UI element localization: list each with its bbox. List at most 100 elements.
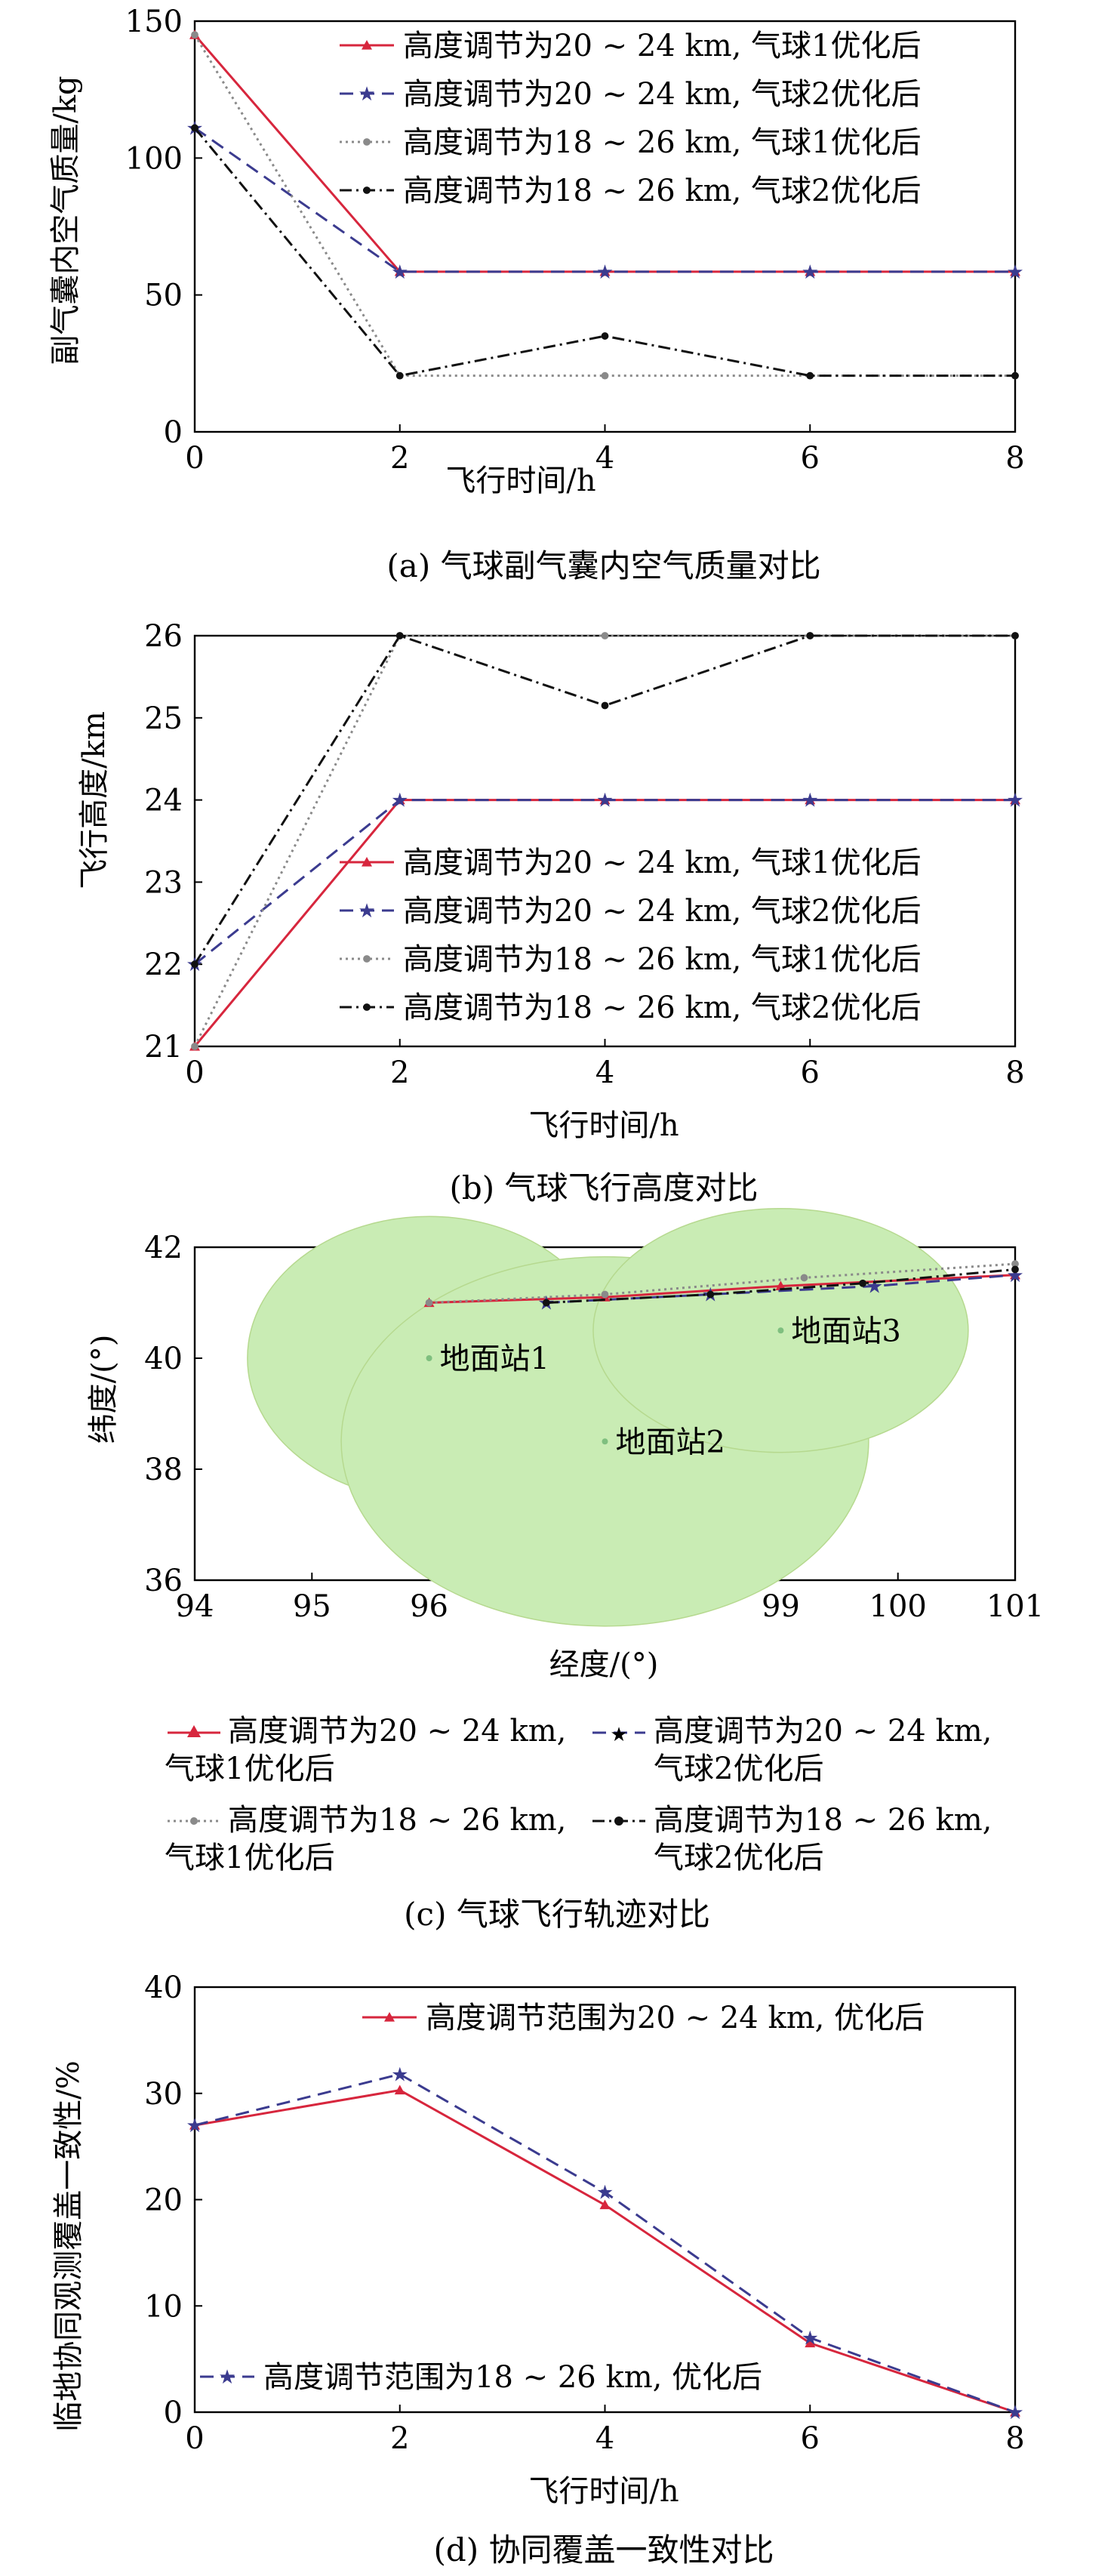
ground-station-3-marker bbox=[777, 1327, 784, 1334]
panel-c-legend-line-2a: 高度调节为20 ~ 24 km, bbox=[654, 1714, 992, 1749]
panel-c-series-4-point bbox=[1011, 1265, 1019, 1274]
panel-d-caption: (d) 协同覆盖一致性对比 bbox=[433, 2531, 774, 2568]
panel-b-caption: (b) 气球飞行高度对比 bbox=[449, 1169, 758, 1206]
panel-a-legend-marker bbox=[363, 186, 371, 194]
panel-c-series-3-point bbox=[1011, 1260, 1019, 1268]
panel-c-y-tick-label: 40 bbox=[144, 1342, 183, 1376]
panel-d-x-tick-label: 0 bbox=[185, 2421, 204, 2456]
panel-c-legend-line-4a: 高度调节为18 ~ 26 km, bbox=[654, 1803, 992, 1838]
panel-a-series-2-point: ★ bbox=[391, 261, 408, 284]
panel-c-x-tick-label: 96 bbox=[410, 1589, 448, 1624]
panel-c-legend-line-3b: 气球1优化后 bbox=[165, 1841, 334, 1875]
panel-a-x-label: 飞行时间/h bbox=[445, 464, 595, 498]
panel-a-x-tick-label: 0 bbox=[185, 441, 204, 476]
panel-a-y-tick-label: 150 bbox=[125, 5, 183, 39]
panel-b-series-4-point bbox=[806, 632, 814, 639]
panel-c-series-3-point bbox=[601, 1290, 609, 1299]
panel-a-legend-label: 高度调节为20 ~ 24 km, 气球1优化后 bbox=[403, 29, 922, 63]
panel-c-legend-item-2: ★ 高度调节为20 ~ 24 km, 气球2优化后 bbox=[592, 1714, 992, 1786]
panel-d-x-label: 飞行时间/h bbox=[528, 2474, 679, 2509]
panel-d-bottom-legend-item-1: ★ 高度调节范围为18 ~ 26 km, 优化后 bbox=[200, 2360, 762, 2395]
panel-d-series-2-point: ★ bbox=[186, 2115, 203, 2137]
panel-d-series-1-point bbox=[394, 2085, 405, 2095]
panel-b-legend-item-1: 高度调节为20 ~ 24 km, 气球1优化后 bbox=[340, 846, 922, 880]
panel-b-legend-marker: ★ bbox=[358, 900, 375, 923]
panel-c-y-tick-label: 42 bbox=[144, 1231, 183, 1265]
panel-d-y-tick-label: 0 bbox=[164, 2396, 183, 2430]
panel-b-legend-marker bbox=[363, 1003, 371, 1011]
panel-b-y-tick-label: 24 bbox=[144, 784, 183, 818]
panel-d-y-tick-label: 40 bbox=[144, 1971, 183, 2005]
panel-b-legend-marker bbox=[362, 857, 372, 867]
panel-c-x-tick-label: 99 bbox=[762, 1589, 800, 1624]
panel-c-series-4-line bbox=[546, 1268, 1016, 1304]
panel-a-series-2-line bbox=[194, 127, 1015, 273]
panel-b-x-label: 飞行时间/h bbox=[528, 1108, 679, 1143]
panel-a-series-4-point bbox=[806, 371, 814, 380]
panel-c-y-tick-label: 38 bbox=[144, 1453, 183, 1487]
panel-c-caption: (c) 气球飞行轨迹对比 bbox=[404, 1896, 710, 1933]
panel-c-series-4-point bbox=[859, 1279, 867, 1287]
panel-b-y-label: 飞行高度/km bbox=[77, 711, 112, 889]
panel-c-legend-line-3a: 高度调节为18 ~ 26 km, bbox=[228, 1803, 566, 1838]
panel-a-series-3-point bbox=[601, 371, 609, 380]
panel-d-top-legend-label: 高度调节范围为20 ~ 24 km, 优化后 bbox=[426, 2001, 925, 2035]
panel-b-x-tick-label: 2 bbox=[390, 1055, 409, 1090]
panel-d-x-tick-label: 4 bbox=[595, 2421, 614, 2456]
panel-a-legend-item-3: 高度调节为18 ~ 26 km, 气球1优化后 bbox=[340, 125, 922, 160]
panel-c-series-2-point: ★ bbox=[866, 1275, 883, 1298]
panel-b-y-tick-label: 25 bbox=[144, 701, 183, 736]
panel-a-legend-item-1: 高度调节为20 ~ 24 km, 气球1优化后 bbox=[340, 29, 922, 63]
panel-c-legend-line-4b: 气球2优化后 bbox=[654, 1841, 823, 1875]
ground-station-1-marker bbox=[426, 1355, 432, 1361]
panel-c-legend-line-1b: 气球1优化后 bbox=[165, 1752, 334, 1786]
ground-station-3-label: 地面站3 bbox=[791, 1314, 900, 1348]
panel-b-series-1-point bbox=[805, 794, 816, 805]
panel-c-chart: 94959697989910010136384042地面站1地面站2地面站3★★… bbox=[86, 1208, 1044, 1933]
panel-a-legend-marker bbox=[362, 40, 372, 50]
svg-text:★: ★ bbox=[610, 1724, 627, 1746]
panel-a-legend-label: 高度调节为20 ~ 24 km, 气球2优化后 bbox=[403, 77, 922, 112]
panel-a-series-4-line bbox=[193, 127, 1015, 377]
panel-a-series-1-point bbox=[1010, 266, 1020, 276]
panel-b-series-2-point: ★ bbox=[1006, 790, 1023, 812]
panel-a-y-tick-label: 0 bbox=[164, 415, 183, 450]
panel-a-legend-marker: ★ bbox=[358, 83, 375, 106]
panel-b-series-4-line bbox=[193, 634, 1015, 965]
panel-d-series-2-point: ★ bbox=[802, 2327, 819, 2350]
panel-d-top-legend-item-1: 高度调节范围为20 ~ 24 km, 优化后 bbox=[362, 2001, 925, 2035]
panel-d-y-tick-label: 20 bbox=[144, 2183, 183, 2218]
panel-a-x-tick-label: 4 bbox=[595, 441, 614, 476]
panel-b-y-tick-label: 22 bbox=[144, 948, 183, 982]
panel-d-y-label: 临地协同观测覆盖一致性/% bbox=[51, 2060, 86, 2431]
panel-a-plot-area: 0 2 4 6 8 0 50 100 150 ★ ★ ★ ★ ★ 高度调节为20 ~ 24 km, 气球1优… bbox=[125, 5, 1025, 476]
panel-b-x-tick-label: 0 bbox=[185, 1055, 204, 1090]
panel-c-series-2-point: ★ bbox=[1006, 1265, 1023, 1287]
panel-b-y-tick-label: 21 bbox=[144, 1030, 183, 1065]
panel-d-series-2-point: ★ bbox=[391, 2063, 408, 2086]
panel-c-legend-line-2b: 气球2优化后 bbox=[654, 1752, 823, 1786]
panel-a-series-3-line bbox=[193, 34, 1015, 377]
panel-d-series-2-point: ★ bbox=[596, 2182, 614, 2205]
panel-c-legend-item-1: 高度调节为20 ~ 24 km, 气球1优化后 bbox=[165, 1714, 566, 1786]
panel-b-legend-item-3: 高度调节为18 ~ 26 km, 气球1优化后 bbox=[340, 942, 922, 977]
panel-b-legend-marker bbox=[363, 955, 371, 963]
panel-c-series-3-point bbox=[425, 1299, 433, 1307]
panel-c-x-tick-label: 100 bbox=[869, 1589, 927, 1624]
panel-b-legend-item-2: ★ 高度调节为20 ~ 24 km, 气球2优化后 bbox=[340, 894, 922, 929]
panel-b-x-tick-label: 4 bbox=[595, 1055, 614, 1090]
panel-b-legend-label: 高度调节为18 ~ 26 km, 气球1优化后 bbox=[403, 942, 922, 977]
panel-d-series-2-point: ★ bbox=[1006, 2402, 1023, 2424]
panel-a-series-4-point bbox=[395, 371, 404, 380]
panel-a-series-4-point bbox=[1011, 371, 1019, 380]
panel-c-legend-item-3: 高度调节为18 ~ 26 km, 气球1优化后 bbox=[165, 1803, 566, 1875]
panel-b-x-tick-label: 6 bbox=[801, 1055, 820, 1090]
panel-b-legend-label: 高度调节为18 ~ 26 km, 气球2优化后 bbox=[403, 991, 922, 1025]
panel-d-bottom-legend-label: 高度调节范围为18 ~ 26 km, 优化后 bbox=[263, 2360, 762, 2395]
panel-b-series-4-point bbox=[1011, 632, 1019, 639]
panel-a-legend-item-2: ★ 高度调节为20 ~ 24 km, 气球2优化后 bbox=[340, 77, 922, 112]
panel-c-legend-line-1a: 高度调节为20 ~ 24 km, bbox=[228, 1714, 566, 1749]
panel-c-series-4-point bbox=[706, 1290, 715, 1299]
panel-d-y-tick-label: 30 bbox=[144, 2077, 183, 2112]
panel-c-series-3-point bbox=[800, 1274, 808, 1282]
